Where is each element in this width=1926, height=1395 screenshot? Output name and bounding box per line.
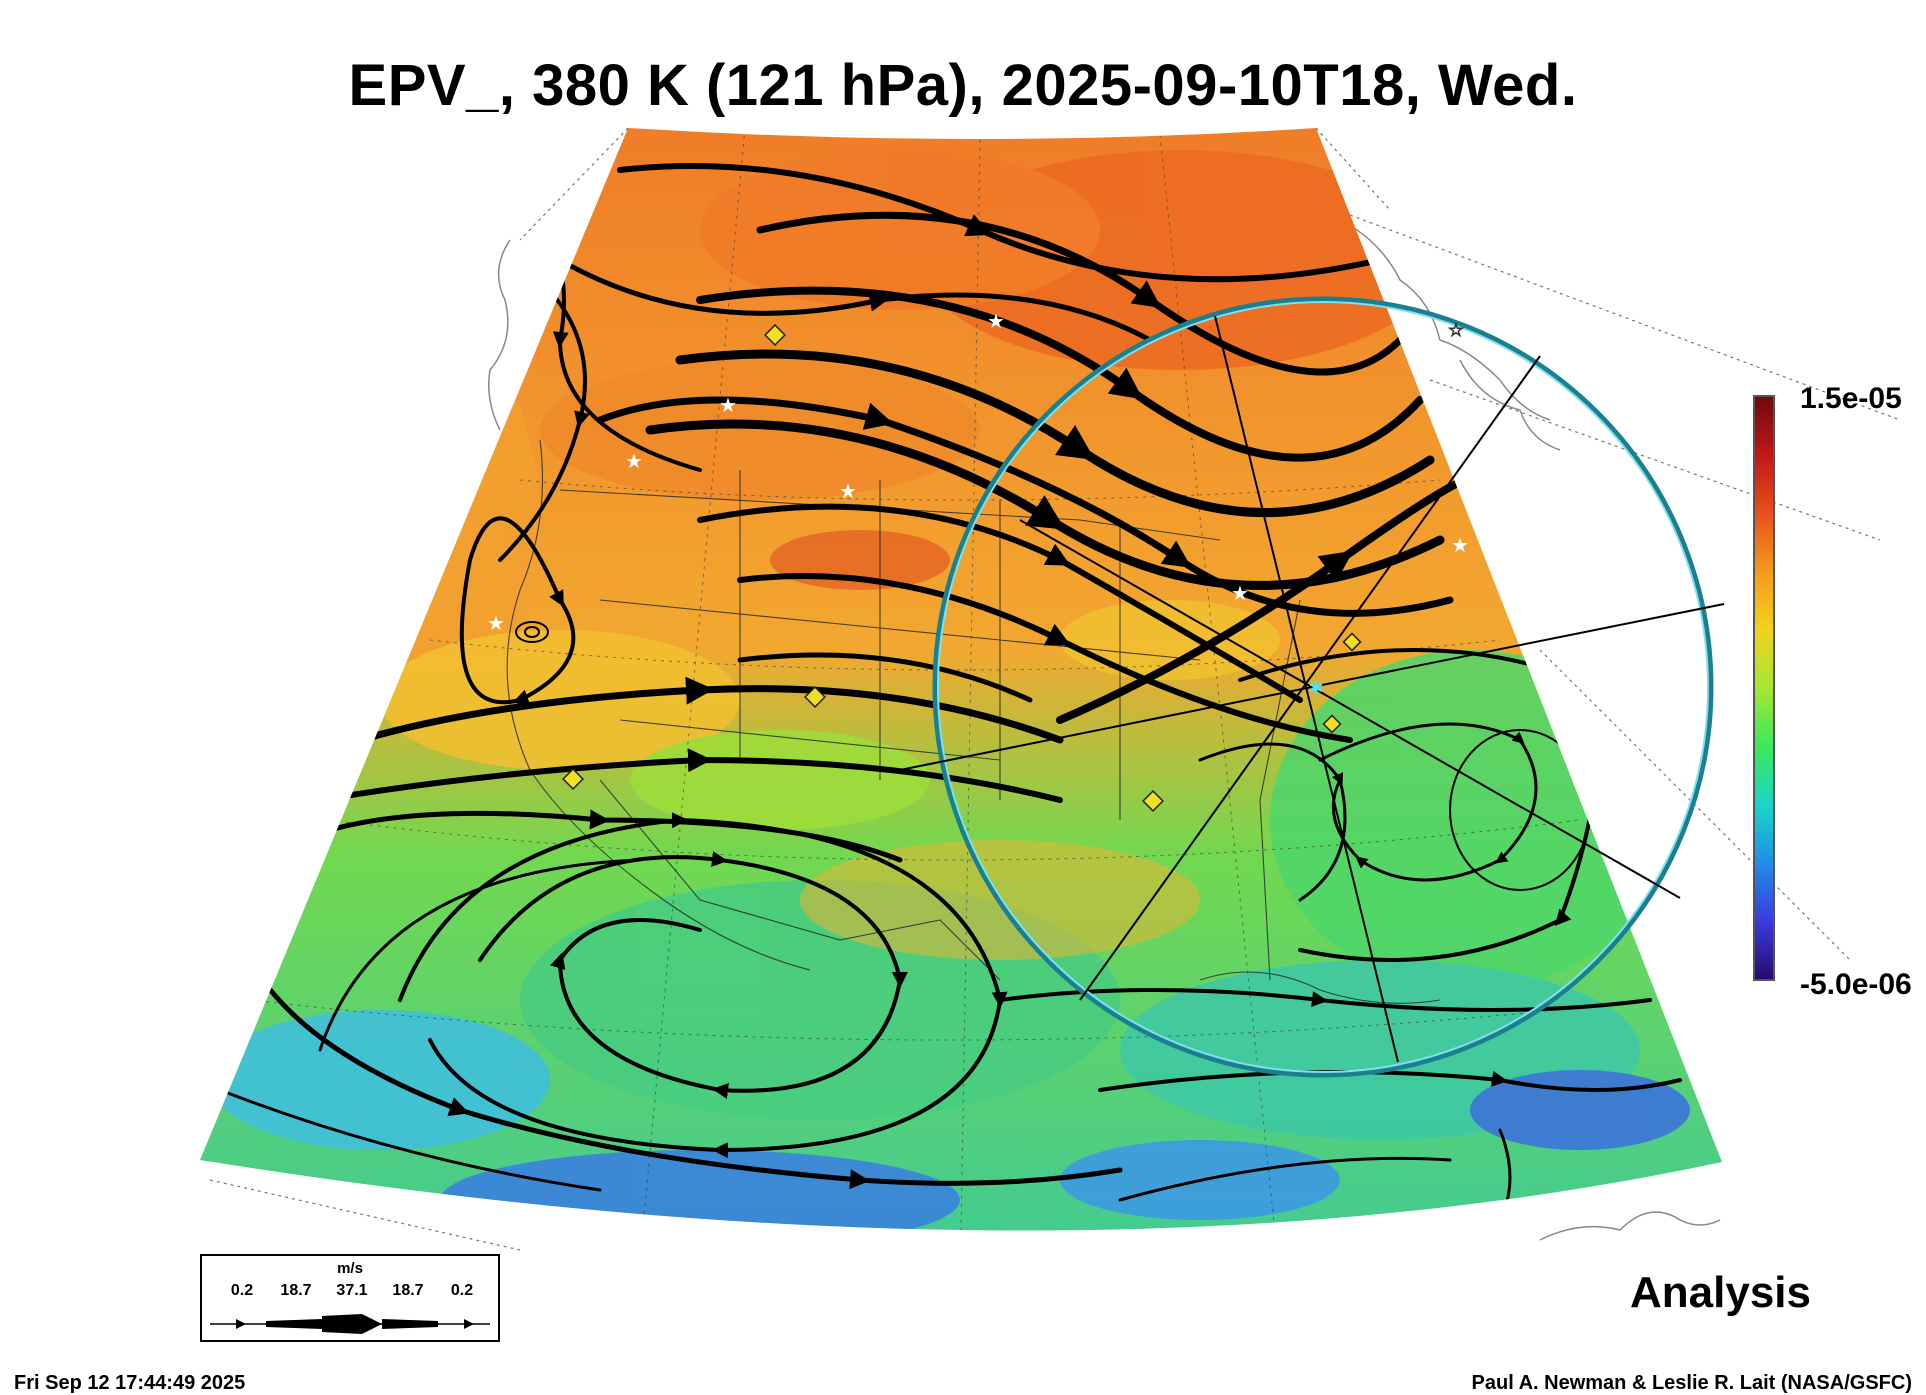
station-markers [562, 324, 1362, 812]
wind-legend-value: 18.7 [392, 1282, 424, 1299]
wind-legend-arrow [210, 1314, 490, 1334]
star-icon: ★ [487, 611, 505, 635]
star-markers: ★ ★ ★ ★ ★ ★ ★ [487, 309, 1469, 635]
ring-center-icon: ✱ [1308, 678, 1323, 699]
wind-streamlines [218, 158, 1682, 1222]
author-credit: Paul A. Newman & Leslie R. Lait (NASA/GS… [1471, 1372, 1912, 1394]
station-marker [1142, 790, 1164, 812]
colorbar-min-label: -5.0e-06 [1800, 968, 1912, 1001]
map-title: EPV_, 380 K (121 hPa), 2025-09-10T18, We… [348, 53, 1578, 118]
star-icon: ★ [987, 309, 1005, 333]
station-marker [804, 686, 826, 708]
generation-timestamp: Fri Sep 12 17:44:49 2025 [14, 1372, 246, 1394]
wind-legend-value: 0.2 [230, 1282, 254, 1299]
analysis-label: Analysis [1630, 1268, 1811, 1317]
wind-legend-value: 37.1 [336, 1282, 368, 1299]
observation-ring: ✱ [899, 296, 1725, 1078]
star-icon: ★ [625, 449, 643, 473]
station-marker [764, 324, 786, 346]
colorbar-max-label: 1.5e-05 [1800, 382, 1902, 415]
wind-legend-value: 0.2 [450, 1282, 474, 1299]
star-icon: ★ [839, 479, 857, 503]
colorbar [1753, 395, 1775, 981]
star-icon: ☆ [1448, 320, 1464, 341]
star-icon: ★ [1451, 533, 1469, 557]
station-marker [1322, 714, 1342, 734]
wind-legend-value: 18.7 [280, 1282, 312, 1299]
star-icon: ★ [1231, 581, 1249, 605]
station-marker [1342, 632, 1362, 652]
star-icon: ★ [719, 393, 737, 417]
wind-legend-unit: m/s [337, 1260, 363, 1277]
station-marker [562, 768, 584, 790]
wind-legend: m/s 0.2 18.7 37.1 18.7 0.2 [200, 1254, 500, 1342]
